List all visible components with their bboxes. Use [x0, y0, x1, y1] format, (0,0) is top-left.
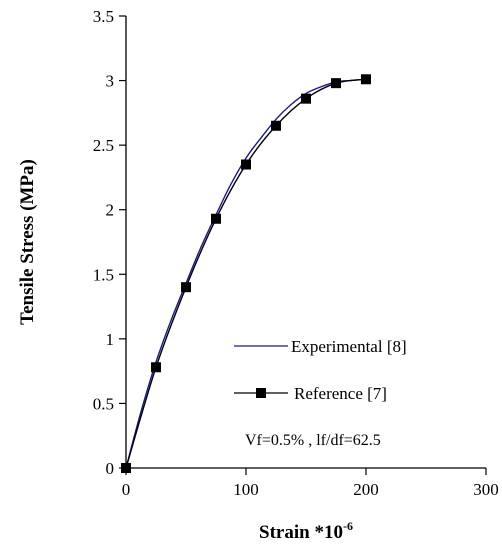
data-point-marker	[121, 463, 131, 473]
series-line-0	[125, 78, 367, 469]
legend: Experimental [8] Reference [7]	[234, 337, 407, 403]
y-tick-label: 0.5	[93, 394, 114, 413]
legend-label-reference: Reference [7]	[294, 384, 387, 403]
x-tick-label: 200	[353, 480, 379, 499]
data-point-marker	[241, 159, 251, 170]
y-tick-label: 3.5	[93, 7, 114, 26]
data-point-marker	[271, 120, 281, 131]
y-tick-label: 1	[106, 330, 115, 349]
x-tick-group: 0 100 200 300	[122, 468, 499, 499]
fiber-annotation: Vf=0.5% , lf/df=62.5	[245, 432, 381, 449]
y-tick-label: 0	[106, 459, 115, 478]
series-layer	[121, 74, 371, 473]
series-line-1	[125, 78, 367, 469]
legend-marker-reference	[256, 388, 266, 398]
data-point-marker	[211, 213, 221, 224]
data-point-marker	[331, 78, 341, 89]
axes	[125, 16, 486, 469]
y-axis-title: Tensile Stress (MPa)	[17, 159, 38, 325]
y-tick-label: 2.5	[93, 136, 114, 155]
x-axis-title-exponent: -6	[343, 519, 353, 533]
x-axis-title: Strain *10-6	[259, 519, 353, 543]
y-tick-label: 1.5	[93, 265, 114, 284]
x-tick-label: 0	[122, 480, 131, 499]
y-tick-label: 2	[106, 201, 115, 220]
x-axis-title-main: Strain *10	[259, 522, 343, 543]
x-tick-label: 300	[473, 480, 499, 499]
y-tick-label: 3	[106, 72, 115, 91]
data-point-marker	[361, 74, 371, 85]
y-tick-group: 0 0.5 1 1.5 2 2.5 3 3.5	[93, 7, 126, 478]
data-point-marker	[151, 362, 161, 373]
data-point-marker	[301, 93, 311, 104]
data-point-marker	[181, 282, 191, 293]
legend-label-experimental: Experimental [8]	[291, 337, 407, 356]
x-tick-label: 100	[233, 480, 259, 499]
